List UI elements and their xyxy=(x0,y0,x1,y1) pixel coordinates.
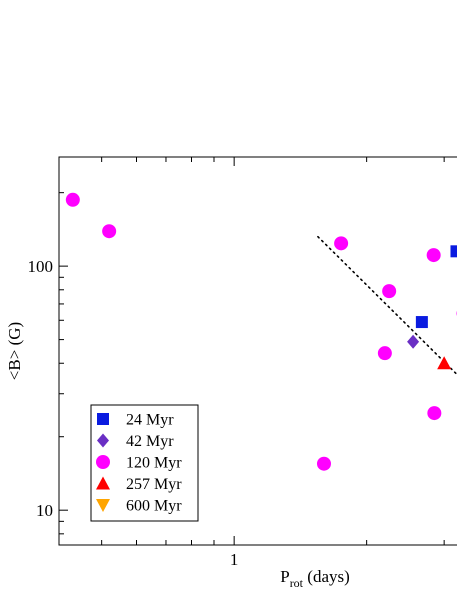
data-point-circle xyxy=(102,224,117,239)
x-axis-label-rest: (days) xyxy=(303,567,350,586)
trend-line-group xyxy=(317,235,457,376)
data-point-square xyxy=(415,316,428,329)
data-point-circle xyxy=(65,192,80,207)
data-point-circle xyxy=(382,284,397,299)
legend-label: 120 Myr xyxy=(126,455,182,472)
axis-ticks xyxy=(58,157,445,545)
data-point-diamond xyxy=(407,334,420,349)
x-axis-label-subscript: rot xyxy=(290,576,304,590)
legend: 24 Myr 42 Myr 120 Myr 257 Myr 600 Myr xyxy=(90,404,199,522)
y-axis-label: <B> (G) xyxy=(5,322,24,380)
plot-area xyxy=(58,156,457,546)
legend-label: 257 Myr xyxy=(126,476,182,493)
y-tick-label: 100 xyxy=(28,257,54,276)
data-point-circle xyxy=(427,406,442,421)
legend-label: 24 Myr xyxy=(126,412,174,429)
x-tick-label: 1 xyxy=(230,550,239,569)
legend-marker-triangle-down xyxy=(96,499,110,512)
data-point-circle xyxy=(334,236,349,251)
axis-tick-labels: 10 100 1 xyxy=(28,257,239,569)
legend-marker-diamond xyxy=(97,433,109,448)
legend-label: 42 Myr xyxy=(126,433,174,450)
legend-marker-square xyxy=(97,413,109,425)
x-axis-label: Prot (days) xyxy=(280,567,350,590)
y-tick-label: 10 xyxy=(36,501,53,520)
data-point-circle xyxy=(316,456,331,471)
data-point-circle xyxy=(426,248,441,263)
data-point-triangle-up xyxy=(437,356,452,370)
trend-line xyxy=(317,235,457,376)
data-point-circle xyxy=(377,346,392,361)
legend-marker-triangle-up xyxy=(96,476,110,490)
legend-label: 600 Myr xyxy=(126,498,182,515)
legend-marker-circle xyxy=(96,455,110,469)
x-axis-label-main: P xyxy=(280,567,289,586)
data-point-square xyxy=(450,245,457,258)
data-markers xyxy=(65,192,457,471)
